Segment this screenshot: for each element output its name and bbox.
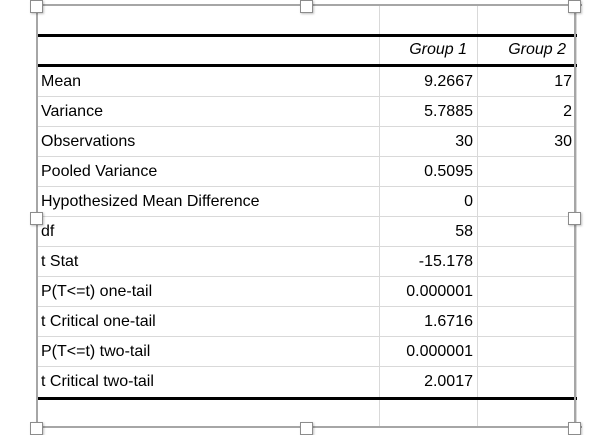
group1-value[interactable]: 0 xyxy=(380,187,478,216)
table-row-t-critical-two-tail: t Critical two-tail 2.0017 xyxy=(36,367,577,397)
header-cell-group2[interactable]: Group 2 xyxy=(478,37,577,64)
empty-cell[interactable] xyxy=(36,400,380,427)
row-label[interactable]: Variance xyxy=(36,97,380,126)
group1-value[interactable]: 58 xyxy=(380,217,478,246)
table-row-p-one-tail: P(T<=t) one-tail 0.000001 xyxy=(36,277,577,307)
selection-handle-middle-left[interactable] xyxy=(30,212,43,225)
table-row-pooled-variance: Pooled Variance 0.5095 xyxy=(36,157,577,187)
selection-handle-bottom-right[interactable] xyxy=(568,422,581,435)
header-cell-label[interactable] xyxy=(36,37,380,64)
group2-value[interactable] xyxy=(478,337,577,366)
selection-handle-top-right[interactable] xyxy=(568,0,581,13)
table-header-row: Group 1 Group 2 xyxy=(36,37,577,64)
table-row-t-stat: t Stat -15.178 xyxy=(36,247,577,277)
row-label[interactable]: t Stat xyxy=(36,247,380,276)
empty-row-above-table xyxy=(36,5,577,34)
row-label[interactable]: t Critical one-tail xyxy=(36,307,380,336)
group1-value[interactable]: 0.000001 xyxy=(380,337,478,366)
empty-cell[interactable] xyxy=(380,5,478,34)
selection-handle-top-middle[interactable] xyxy=(300,0,313,13)
table-row-observations: Observations 30 30 xyxy=(36,127,577,157)
row-label[interactable]: P(T<=t) two-tail xyxy=(36,337,380,366)
table-border-under-header xyxy=(36,64,577,67)
row-label[interactable]: Observations xyxy=(36,127,380,156)
ttest-output-table: Group 1 Group 2 Mean 9.2667 17 Variance … xyxy=(36,5,577,427)
group2-value[interactable] xyxy=(478,307,577,336)
group2-value[interactable]: 30 xyxy=(478,127,577,156)
table-row-variance: Variance 5.7885 2 xyxy=(36,97,577,127)
empty-row-below-table xyxy=(36,400,577,427)
group2-value[interactable]: 2 xyxy=(478,97,577,126)
selection-handle-top-left[interactable] xyxy=(30,0,43,13)
group1-value[interactable]: -15.178 xyxy=(380,247,478,276)
group2-value[interactable] xyxy=(478,187,577,216)
group2-value[interactable] xyxy=(478,367,577,397)
group1-value[interactable]: 2.0017 xyxy=(380,367,478,397)
row-label[interactable]: Pooled Variance xyxy=(36,157,380,186)
selection-handle-middle-right[interactable] xyxy=(568,212,581,225)
selection-handle-bottom-left[interactable] xyxy=(30,422,43,435)
row-label[interactable]: t Critical two-tail xyxy=(36,367,380,397)
group2-value[interactable] xyxy=(478,157,577,186)
row-label[interactable]: Hypothesized Mean Difference xyxy=(36,187,380,216)
row-label[interactable]: Mean xyxy=(36,67,380,96)
group1-value[interactable]: 30 xyxy=(380,127,478,156)
empty-cell[interactable] xyxy=(478,5,577,34)
group1-value[interactable]: 0.5095 xyxy=(380,157,478,186)
group1-value[interactable]: 9.2667 xyxy=(380,67,478,96)
group1-value[interactable]: 0.000001 xyxy=(380,277,478,306)
row-label[interactable]: P(T<=t) one-tail xyxy=(36,277,380,306)
group1-value[interactable]: 1.6716 xyxy=(380,307,478,336)
header-cell-group1[interactable]: Group 1 xyxy=(380,37,478,64)
table-row-mean: Mean 9.2667 17 xyxy=(36,67,577,97)
table-row-hypothesized-mean-difference: Hypothesized Mean Difference 0 xyxy=(36,187,577,217)
group1-value[interactable]: 5.7885 xyxy=(380,97,478,126)
selection-handle-bottom-middle[interactable] xyxy=(300,422,313,435)
empty-cell[interactable] xyxy=(36,5,380,34)
group2-value[interactable] xyxy=(478,247,577,276)
table-row-df: df 58 xyxy=(36,217,577,247)
group2-value[interactable] xyxy=(478,277,577,306)
empty-cell[interactable] xyxy=(478,400,577,427)
table-border-bottom xyxy=(36,397,577,400)
table-border-top xyxy=(36,34,577,37)
empty-cell[interactable] xyxy=(380,400,478,427)
group2-value[interactable]: 17 xyxy=(478,67,577,96)
table-row-t-critical-one-tail: t Critical one-tail 1.6716 xyxy=(36,307,577,337)
group2-value[interactable] xyxy=(478,217,577,246)
table-row-p-two-tail: P(T<=t) two-tail 0.000001 xyxy=(36,337,577,367)
row-label[interactable]: df xyxy=(36,217,380,246)
